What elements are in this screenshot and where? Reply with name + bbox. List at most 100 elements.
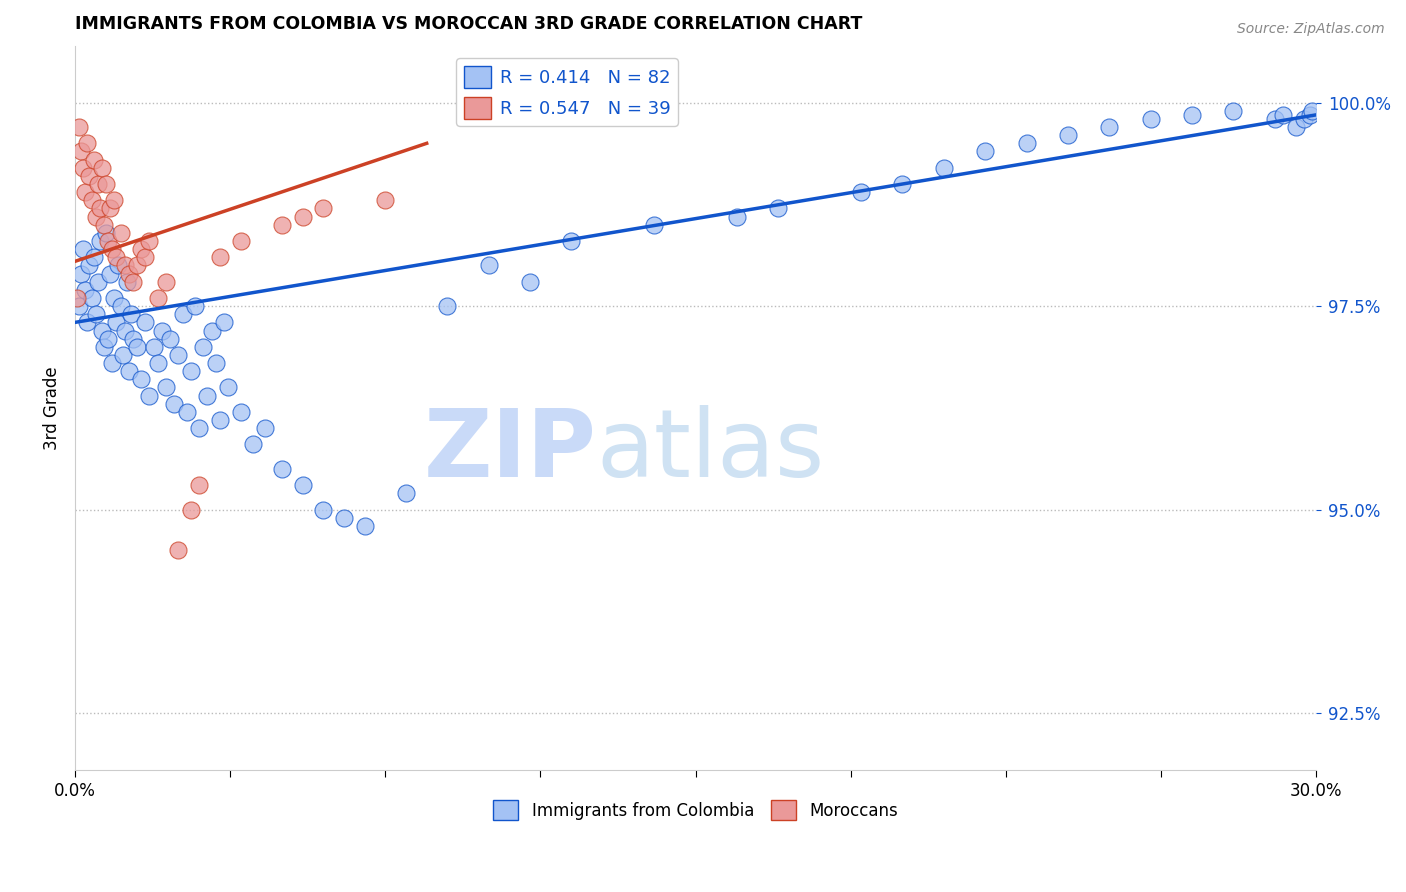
Point: [72, 161, 94, 175]
Point: [72, 242, 94, 256]
Point: [67, 120, 90, 134]
Point: [107, 259, 129, 273]
Point: [155, 380, 177, 394]
Point: [229, 234, 252, 248]
Point: [114, 259, 136, 273]
Point: [1015, 136, 1038, 151]
Point: [163, 397, 186, 411]
Point: [93, 340, 115, 354]
Point: [101, 242, 124, 256]
Point: [115, 275, 138, 289]
Point: [891, 177, 914, 191]
Point: [200, 324, 222, 338]
Point: [79, 259, 101, 273]
Point: [1292, 112, 1315, 126]
Point: [103, 291, 125, 305]
Point: [125, 340, 148, 354]
Point: [208, 250, 231, 264]
Text: ZIP: ZIP: [423, 405, 596, 498]
Point: [270, 462, 292, 476]
Point: [768, 202, 790, 216]
Point: [70, 145, 93, 159]
Point: [1272, 108, 1295, 122]
Point: [114, 324, 136, 338]
Point: [204, 356, 226, 370]
Point: [110, 226, 132, 240]
Point: [142, 340, 165, 354]
Point: [180, 364, 202, 378]
Point: [374, 194, 396, 208]
Point: [125, 259, 148, 273]
Point: [395, 486, 418, 500]
Point: [212, 315, 235, 329]
Point: [1299, 108, 1322, 122]
Point: [176, 405, 198, 419]
Point: [172, 307, 194, 321]
Point: [155, 275, 177, 289]
Point: [1264, 112, 1286, 126]
Point: [138, 234, 160, 248]
Point: [105, 250, 128, 264]
Point: [93, 218, 115, 232]
Point: [291, 478, 314, 492]
Point: [180, 502, 202, 516]
Point: [184, 299, 207, 313]
Point: [725, 210, 748, 224]
Point: [129, 242, 152, 256]
Point: [242, 437, 264, 451]
Point: [1139, 112, 1161, 126]
Point: [1301, 103, 1323, 118]
Point: [134, 315, 156, 329]
Point: [312, 502, 335, 516]
Point: [110, 299, 132, 313]
Point: [333, 510, 356, 524]
Point: [353, 519, 375, 533]
Point: [519, 275, 541, 289]
Point: [270, 218, 292, 232]
Y-axis label: 3rd Grade: 3rd Grade: [44, 366, 60, 450]
Point: [98, 202, 121, 216]
Point: [120, 307, 142, 321]
Point: [90, 324, 112, 338]
Point: [66, 291, 89, 305]
Point: [98, 267, 121, 281]
Point: [188, 478, 211, 492]
Point: [193, 340, 215, 354]
Point: [229, 405, 252, 419]
Point: [208, 413, 231, 427]
Point: [1098, 120, 1121, 134]
Point: [1181, 108, 1204, 122]
Point: [111, 348, 134, 362]
Point: [478, 259, 501, 273]
Point: [138, 389, 160, 403]
Text: Source: ZipAtlas.com: Source: ZipAtlas.com: [1237, 22, 1385, 37]
Point: [80, 194, 103, 208]
Point: [118, 267, 141, 281]
Point: [76, 315, 98, 329]
Point: [146, 356, 169, 370]
Point: [932, 161, 955, 175]
Point: [159, 332, 181, 346]
Point: [118, 364, 141, 378]
Point: [122, 275, 145, 289]
Point: [94, 226, 117, 240]
Point: [105, 315, 128, 329]
Point: [67, 299, 90, 313]
Point: [101, 356, 124, 370]
Point: [188, 421, 211, 435]
Text: atlas: atlas: [596, 405, 824, 498]
Point: [84, 210, 107, 224]
Point: [1057, 128, 1080, 143]
Point: [129, 372, 152, 386]
Point: [80, 291, 103, 305]
Point: [291, 210, 314, 224]
Point: [974, 145, 997, 159]
Legend: Immigrants from Colombia, Moroccans: Immigrants from Colombia, Moroccans: [486, 793, 904, 827]
Point: [83, 250, 105, 264]
Text: IMMIGRANTS FROM COLOMBIA VS MOROCCAN 3RD GRADE CORRELATION CHART: IMMIGRANTS FROM COLOMBIA VS MOROCCAN 3RD…: [75, 15, 862, 33]
Point: [312, 202, 335, 216]
Point: [89, 202, 111, 216]
Point: [90, 161, 112, 175]
Point: [94, 177, 117, 191]
Point: [76, 136, 98, 151]
